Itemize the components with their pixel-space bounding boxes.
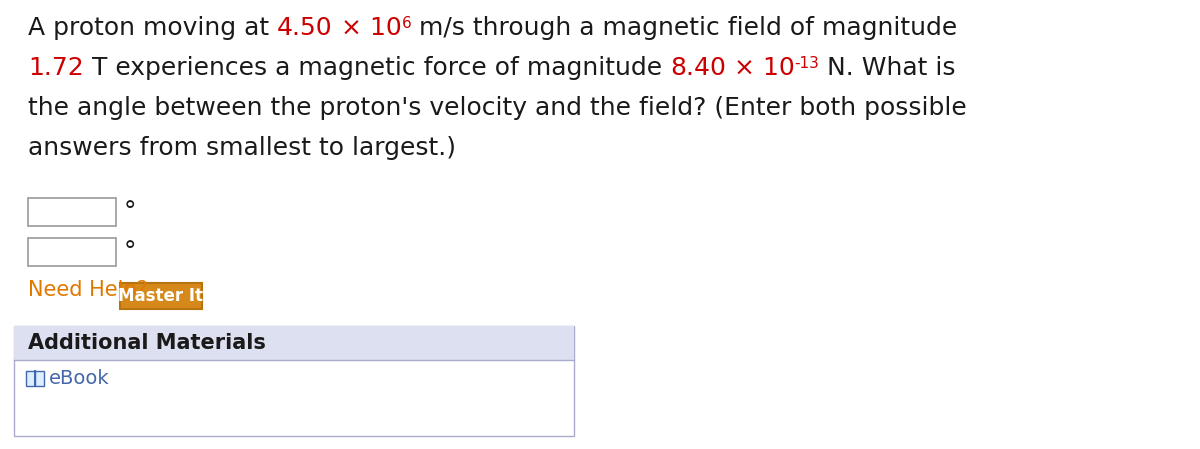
Text: the angle between the proton's velocity and the field? (Enter both possible: the angle between the proton's velocity … — [28, 96, 967, 120]
Text: A proton moving at: A proton moving at — [28, 16, 277, 40]
Text: °: ° — [124, 200, 137, 224]
Text: answers from smallest to largest.): answers from smallest to largest.) — [28, 136, 456, 160]
Bar — [28, 238, 116, 266]
Text: 6: 6 — [402, 16, 412, 31]
Text: T experiences a magnetic force of magnitude: T experiences a magnetic force of magnit… — [84, 56, 670, 80]
Bar — [14, 326, 574, 436]
FancyBboxPatch shape — [120, 283, 202, 309]
Text: Additional Materials: Additional Materials — [28, 333, 266, 353]
Text: °: ° — [124, 240, 137, 264]
Text: eBook: eBook — [49, 369, 109, 387]
Text: -13: -13 — [794, 56, 820, 71]
Text: m/s through a magnetic field of magnitude: m/s through a magnetic field of magnitud… — [412, 16, 958, 40]
Text: Need Help?: Need Help? — [28, 280, 148, 300]
Text: 4.50: 4.50 — [277, 16, 332, 40]
Bar — [28, 198, 116, 226]
Text: × 10: × 10 — [726, 56, 794, 80]
Text: × 10: × 10 — [332, 16, 402, 40]
Text: N. What is: N. What is — [820, 56, 956, 80]
Text: 8.40: 8.40 — [670, 56, 726, 80]
Text: 1.72: 1.72 — [28, 56, 84, 80]
Bar — [26, 371, 35, 386]
Bar — [35, 371, 44, 386]
Text: Master It: Master It — [119, 287, 204, 305]
Bar — [14, 326, 574, 360]
